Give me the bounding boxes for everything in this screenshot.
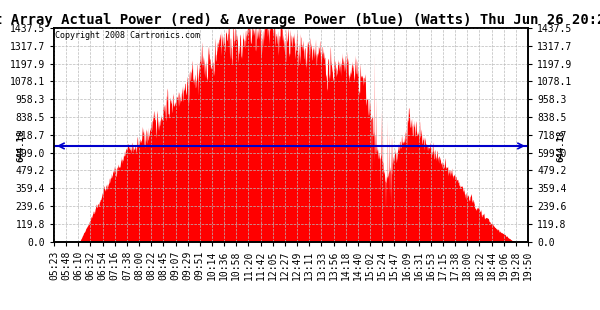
Title: East Array Actual Power (red) & Average Power (blue) (Watts) Thu Jun 26 20:28: East Array Actual Power (red) & Average … <box>0 13 600 27</box>
Text: Copyright 2008 Cartronics.com: Copyright 2008 Cartronics.com <box>55 31 200 40</box>
Text: 644.18: 644.18 <box>557 130 566 162</box>
Text: 644.18: 644.18 <box>16 130 25 162</box>
